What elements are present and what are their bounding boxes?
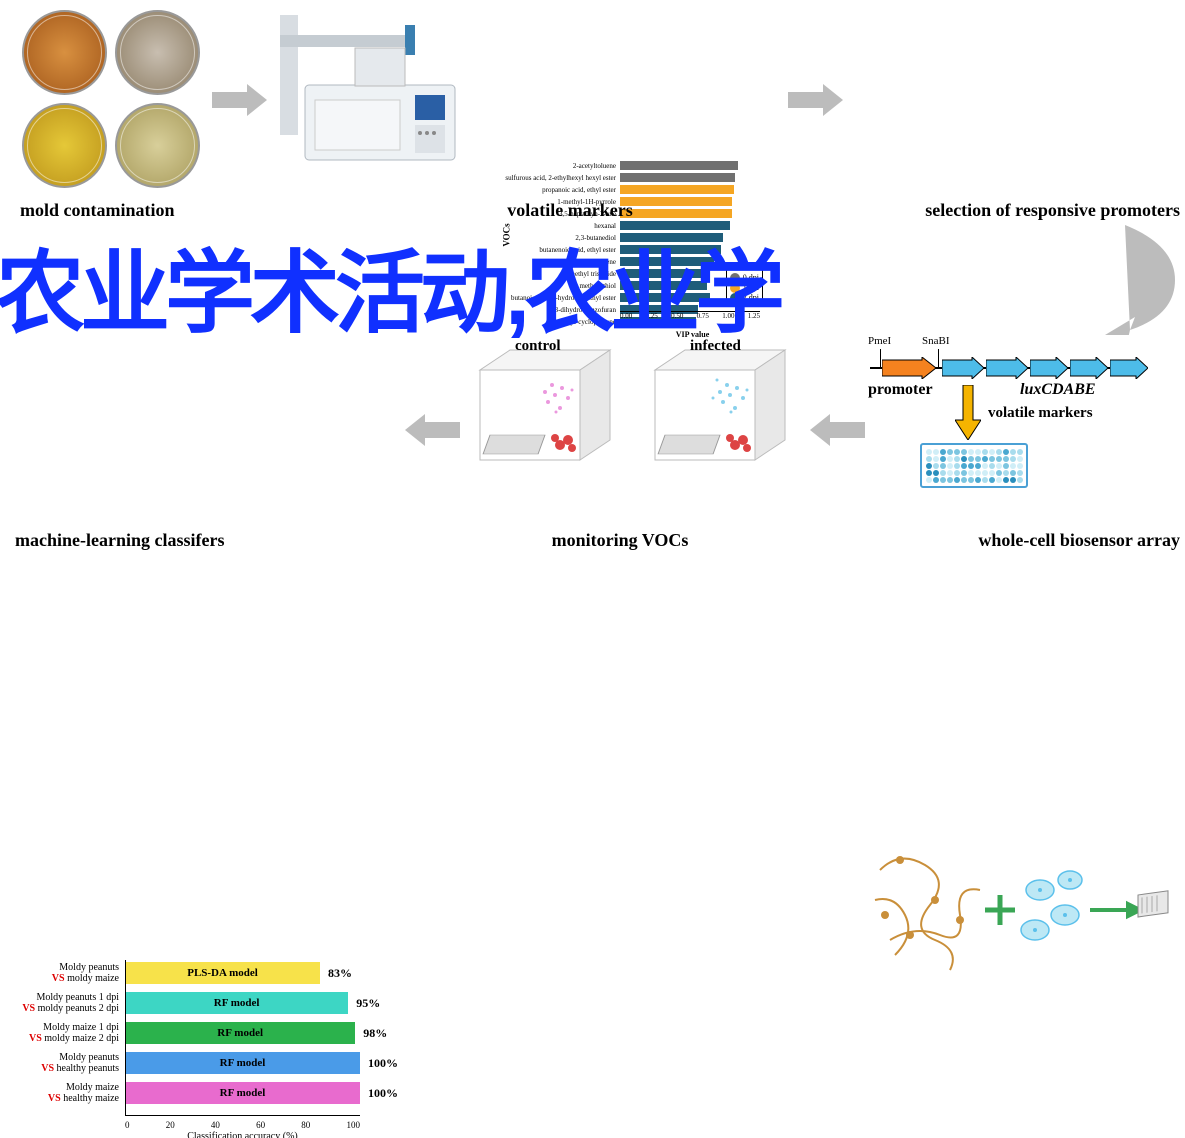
classifier-chart: Moldy peanutsVS moldy maizePLS-DA model8… xyxy=(15,960,385,1130)
petri-dish xyxy=(115,10,200,95)
cube-control: control xyxy=(460,340,620,470)
flow-arrow xyxy=(405,410,460,450)
vip-bar-row: propanoic acid, ethyl ester xyxy=(505,184,765,195)
volatile-arrow xyxy=(955,385,981,440)
clf-xticks: 020406080100 xyxy=(125,1120,360,1130)
operon-arrow xyxy=(1110,357,1148,379)
caption-promoters: selection of responsive promoters xyxy=(870,200,1180,221)
petri-dish xyxy=(22,103,107,188)
clf-y-axis xyxy=(125,960,126,1116)
volatile-label: volatile markers xyxy=(988,405,1093,422)
monitoring-panel: control infected xyxy=(460,330,800,510)
caption-monitoring: monitoring VOCs xyxy=(520,530,720,551)
operon-arrow xyxy=(942,357,984,379)
promoter-arrow xyxy=(882,357,936,379)
petri-panel xyxy=(20,8,205,193)
cube-infected: infected xyxy=(635,340,795,470)
petri-dish xyxy=(22,10,107,95)
clf-bar-row: Moldy maizeVS healthy maizeRF model100% xyxy=(15,1080,385,1106)
petri-dish xyxy=(115,103,200,188)
clf-bar-row: Moldy peanutsVS healthy peanutsRF model1… xyxy=(15,1050,385,1076)
flow-arrow xyxy=(788,80,843,120)
clf-bar-row: Moldy peanutsVS moldy maizePLS-DA model8… xyxy=(15,960,385,986)
gene-construct: PmeI SnaBI promoter luxCDABE volatile ma… xyxy=(860,335,1150,495)
cut-site xyxy=(938,349,939,367)
caption-markers: volatile markers xyxy=(470,200,670,221)
operon-arrow xyxy=(1030,357,1068,379)
clf-x-title: Classification accuracy (%) xyxy=(125,1131,360,1138)
gc-ms-instrument xyxy=(275,15,485,170)
clf-bar-row: Moldy maize 1 dpiVS moldy maize 2 dpiRF … xyxy=(15,1020,385,1046)
vip-bar-row: 2-acetyltoluene xyxy=(505,160,765,171)
clf-rows: Moldy peanutsVS moldy maizePLS-DA model8… xyxy=(15,960,385,1110)
promoter-label: promoter xyxy=(868,381,933,399)
clf-x-axis xyxy=(125,1115,360,1116)
clf-bar-row: Moldy peanuts 1 dpiVS moldy peanuts 2 dp… xyxy=(15,990,385,1016)
biosensor-array xyxy=(870,840,1170,980)
flow-arrow xyxy=(810,410,865,450)
vip-bar-row: sulfurous acid, 2-ethylhexyl hexyl ester xyxy=(505,172,765,183)
operon-label: luxCDABE xyxy=(1020,381,1096,399)
caption-mold: mold contamination xyxy=(20,200,220,221)
flow-arrow xyxy=(212,80,267,120)
caption-biosensor: whole-cell biosensor array xyxy=(900,530,1180,551)
cut-site xyxy=(880,349,881,367)
operon-arrow xyxy=(1070,357,1108,379)
overlay-chinese-text: 农业学术活动,农业学 xyxy=(0,220,1185,350)
wellplate-icon xyxy=(920,443,1028,488)
operon-arrow xyxy=(986,357,1028,379)
caption-classifiers: machine-learning classifers xyxy=(15,530,315,551)
